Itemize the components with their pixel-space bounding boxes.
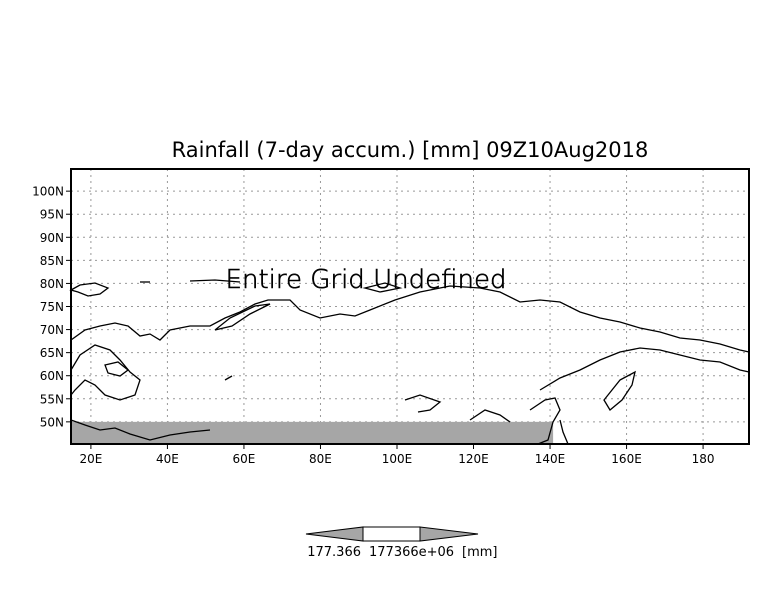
lon-tick-label: 60E [233, 452, 256, 466]
colorbar-label-1: 177.366 [307, 545, 361, 560]
lat-tick-label: 55N [40, 392, 64, 406]
lat-tick-label: 70N [40, 323, 64, 337]
lat-tick-label: 65N [40, 346, 64, 360]
colorbar: 177.366 177366e+06 [mm] [305, 526, 497, 560]
undefined-data-band [71, 421, 554, 444]
gridlines [71, 169, 749, 444]
lon-tick-label: 80E [309, 452, 332, 466]
colorbar-right-triangle [419, 526, 479, 542]
colorbar-label-2: 177366e+06 [369, 545, 454, 560]
lon-tick-label: 140E [535, 452, 566, 466]
lat-tick-label: 100N [32, 185, 64, 199]
lat-axis: 100N 95N 90N 85N 80N 75N 70N 65N 60N 55N 50N [32, 185, 71, 429]
lat-tick-label: 85N [40, 254, 64, 268]
lat-tick-label: 50N [40, 415, 64, 429]
lat-tick-label: 75N [40, 300, 64, 314]
lon-tick-label: 20E [79, 452, 102, 466]
undefined-grid-message: Entire Grid Undefined [226, 265, 507, 295]
lon-tick-label: 120E [458, 452, 489, 466]
colorbar-box [362, 526, 421, 542]
chart-title: Rainfall (7-day accum.) [mm] 09Z10Aug201… [172, 138, 649, 162]
lon-tick-label: 160E [611, 452, 642, 466]
lon-axis: 20E 40E 60E 80E 100E 120E 140E 160E 180 [79, 444, 715, 466]
lat-tick-label: 90N [40, 231, 64, 245]
lon-tick-label: 180 [692, 452, 715, 466]
lon-tick-label: 40E [156, 452, 179, 466]
lat-tick-label: 95N [40, 208, 64, 222]
colorbar-left-triangle [305, 526, 364, 542]
lat-tick-label: 60N [40, 369, 64, 383]
coastlines [69, 279, 750, 445]
lat-tick-label: 80N [40, 277, 64, 291]
colorbar-units: [mm] [462, 545, 497, 560]
lon-tick-label: 100E [382, 452, 413, 466]
